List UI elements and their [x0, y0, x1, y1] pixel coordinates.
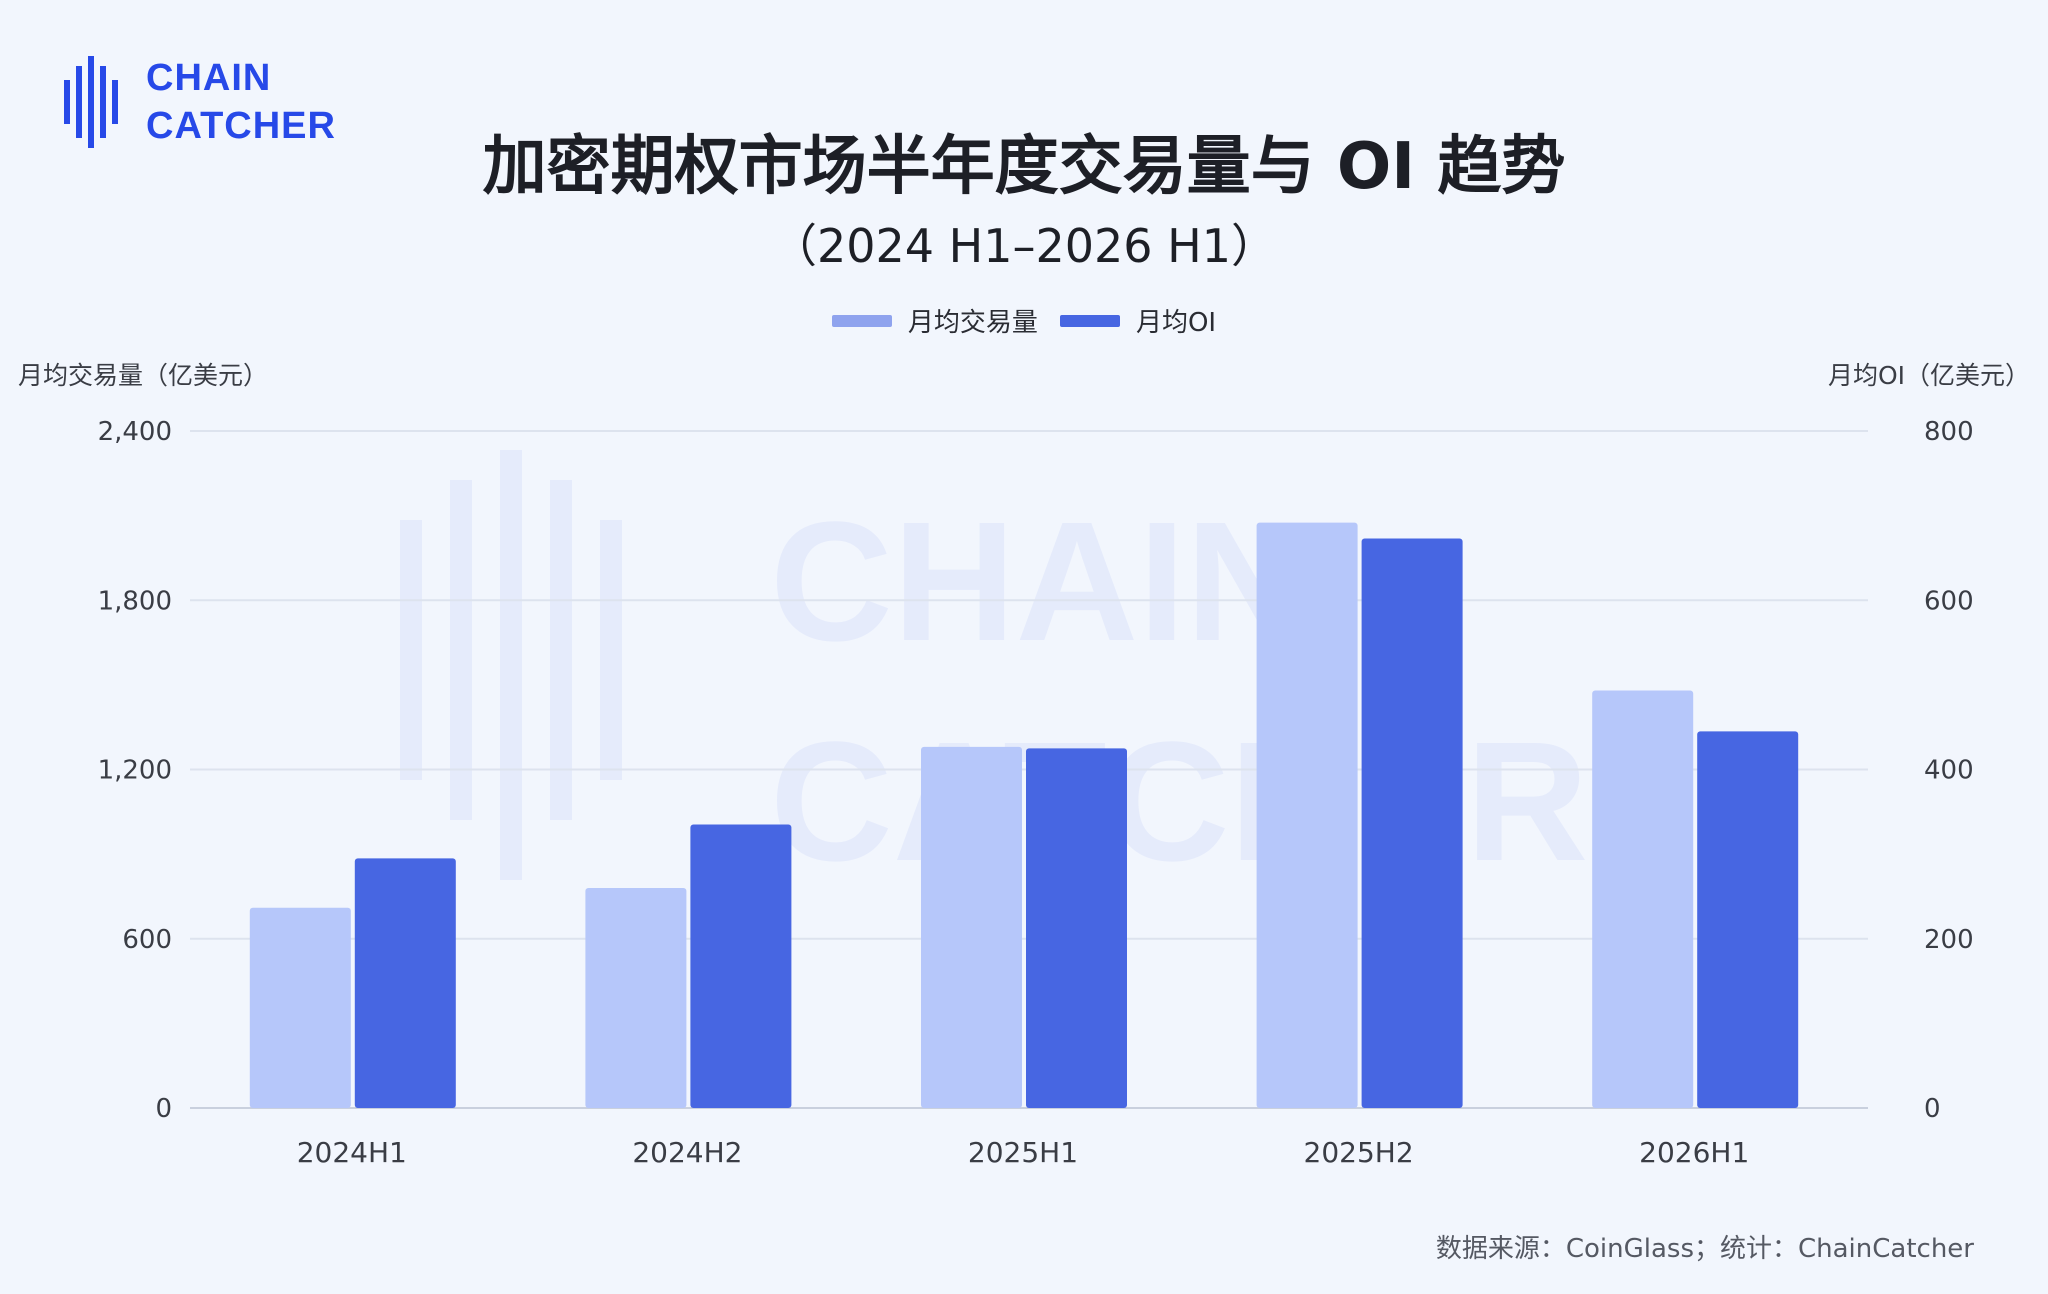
legend: 月均交易量 月均OI: [0, 302, 2048, 339]
bar-volume-2025H1: [921, 746, 1022, 1108]
legend-label-volume: 月均交易量: [907, 308, 1038, 338]
x-tick-label: 2024H2: [632, 1136, 742, 1169]
bar-oi-2024H2: [690, 824, 792, 1108]
chaincatcher-logo-icon: [64, 56, 118, 148]
y-axis-right-title: 月均OI（亿美元）: [1827, 361, 2030, 390]
chart-subtitle: （2024 H1–2026 H1）: [770, 219, 1278, 273]
brand-line1: CHAIN: [146, 57, 272, 99]
source-note: 数据来源：CoinGlass；统计：ChainCatcher: [1435, 1234, 1974, 1264]
x-tick-label: 2025H1: [968, 1136, 1078, 1169]
bar-volume-2024H1: [249, 907, 351, 1108]
bar-volume-2026H1: [1592, 690, 1694, 1108]
y-tick-right: 0: [1924, 1094, 1941, 1124]
y-tick-left: 0: [155, 1094, 172, 1124]
svg-text:CATCHER: CATCHER: [770, 707, 1588, 897]
x-tick-label: 2025H2: [1304, 1136, 1414, 1169]
x-axis-labels: 2024H1 2024H2 2025H1 2025H2 2026H1: [297, 1136, 1750, 1169]
bar-oi-2025H2: [1361, 538, 1463, 1108]
bar-volume-2024H2: [585, 887, 687, 1108]
y-tick-left: 600: [122, 925, 172, 955]
y-tick-left: 1,200: [98, 756, 172, 786]
brand-logo: CHAIN CATCHER: [62, 52, 336, 152]
legend-swatch-oi: [1059, 314, 1120, 327]
y-tick-right: 200: [1924, 925, 1974, 955]
y-tick-right: 600: [1924, 586, 1974, 616]
y-tick-right: 400: [1924, 756, 1974, 786]
y-axis-left-ticks: 0 600 1,200 1,800 2,400: [98, 417, 172, 1124]
legend-item-oi: 月均OI: [1059, 302, 1217, 339]
bar-oi-2026H1: [1697, 731, 1799, 1108]
x-tick-label: 2026H1: [1639, 1136, 1749, 1169]
legend-item-volume: 月均交易量: [831, 302, 1038, 339]
bar-oi-2024H1: [354, 858, 456, 1108]
legend-label-oi: 月均OI: [1135, 308, 1217, 338]
bars: [249, 522, 1799, 1108]
y-tick-left: 1,800: [98, 586, 172, 616]
svg-text:CHAIN: CHAIN: [770, 487, 1308, 677]
brand-name: CHAIN CATCHER: [146, 54, 336, 150]
y-tick-left: 2,400: [98, 417, 172, 447]
bar-volume-2025H2: [1256, 522, 1358, 1108]
bar-oi-2025H1: [1026, 748, 1127, 1108]
y-axis-right-ticks: 0 200 400 600 800: [1924, 417, 1974, 1124]
chart-title: 加密期权市场半年度交易量与 OI 趋势: [482, 130, 1566, 204]
x-tick-label: 2024H1: [297, 1136, 407, 1169]
y-axis-left-title: 月均交易量（亿美元）: [18, 361, 269, 390]
legend-swatch-volume: [831, 314, 892, 327]
brand-line2: CATCHER: [146, 105, 336, 147]
y-tick-right: 800: [1924, 417, 1974, 447]
